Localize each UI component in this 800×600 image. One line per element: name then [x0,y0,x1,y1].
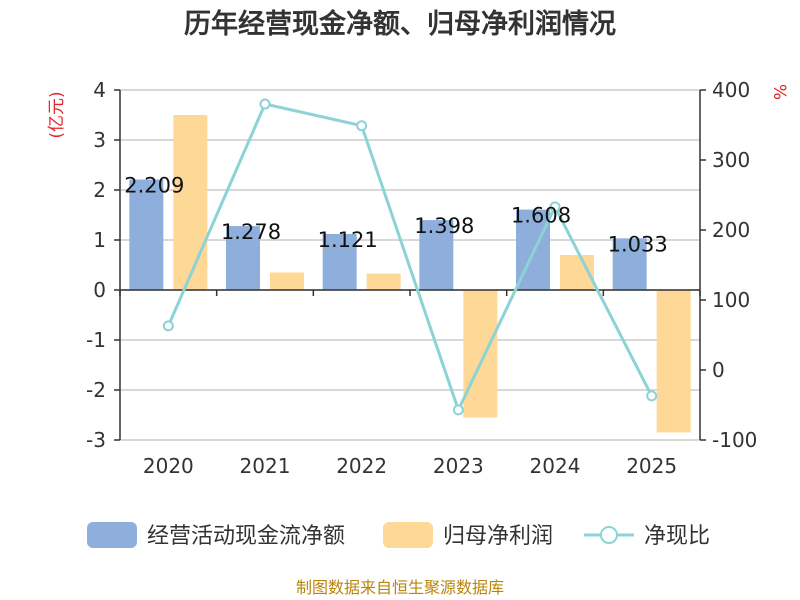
category-label: 2025 [626,454,677,478]
cashflow-bar [612,238,647,290]
cashflow-data-label: 1.398 [414,214,474,238]
left-tick-label: 0 [93,278,106,302]
left-tick-label: -1 [86,328,106,352]
cashflow-bar [419,220,454,290]
right-tick-label: -100 [712,428,757,452]
ratio-line-path [166,102,654,414]
legend: 经营活动现金流净额 归母净利润 净现比 [87,522,710,549]
cashflow-data-label: 1.278 [221,220,281,244]
right-tick-label: 100 [712,288,750,312]
cashflow-data-label: 2.209 [124,174,184,198]
cashflow-data-label: 1.608 [511,204,571,228]
ratio-point [356,120,368,132]
bars [129,115,691,433]
left-tick-label: 3 [93,128,106,152]
chart-title: 历年经营现金净额、归母净利润情况 [184,8,616,40]
right-tick-label: 400 [712,78,750,102]
data-labels: 2.209 1.278 1.121 1.398 1.608 1.033 [124,174,667,257]
category-label: 2024 [530,454,581,478]
right-axis-unit: % [769,84,789,100]
ratio-point [452,404,464,416]
legend-marker [600,526,618,544]
cashflow-bar [322,233,357,290]
ratio-point [259,98,271,110]
category-label: 2021 [240,454,291,478]
left-tick-label: 1 [93,228,106,252]
right-tick-label: 300 [712,148,750,172]
left-tick-label: -2 [86,378,106,402]
source-note: 制图数据来自恒生聚源数据库 [296,578,504,597]
left-tick-label: 2 [93,178,106,202]
ratio-point [646,390,658,402]
axes: 4 3 2 1 0 -1 -2 -3 400 300 200 100 0 -100 2020 2021 2022… [86,78,757,478]
category-label: 2022 [336,454,387,478]
cashflow-data-label: 1.121 [318,228,378,252]
ratio-point [549,201,561,213]
left-tick-label: 4 [93,78,106,102]
net-profit-bar [656,290,691,433]
cashflow-data-label: 1.033 [608,232,668,256]
net-profit-bar [366,273,401,290]
right-tick-label: 200 [712,218,750,242]
legend-label: 归母净利润 [443,524,553,549]
cashflow-bar [226,226,260,290]
cashflow-bar [129,179,164,290]
net-profit-bar [173,115,208,290]
legend-label: 净现比 [644,524,710,549]
legend-swatch [383,522,433,548]
left-tick-label: -3 [86,428,106,452]
net-profit-bar [270,272,304,290]
left-axis-unit: (亿元) [47,91,67,138]
category-label: 2020 [143,454,194,478]
net-profit-bar [463,290,498,418]
legend-swatch [87,522,137,548]
ratio-point [162,320,174,332]
legend-label: 经营活动现金流净额 [147,524,345,549]
right-tick-label: 0 [712,358,725,382]
ratio-line [162,98,658,416]
category-label: 2023 [433,454,484,478]
